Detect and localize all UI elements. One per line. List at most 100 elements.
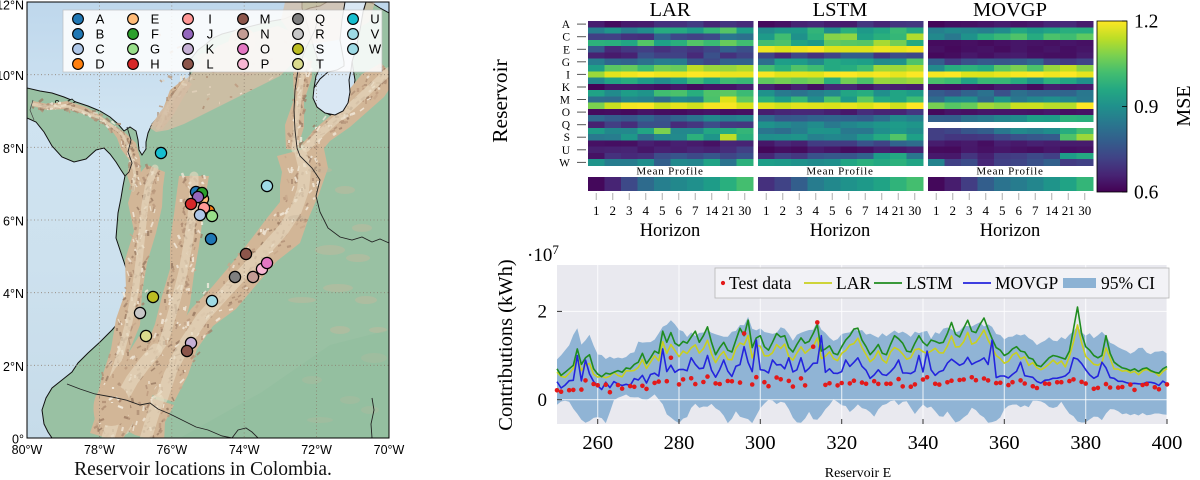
svg-text:S: S	[316, 42, 325, 57]
svg-text:MOVGP: MOVGP	[973, 0, 1047, 21]
svg-text:74°W: 74°W	[229, 443, 260, 457]
svg-text:6: 6	[1016, 203, 1023, 218]
svg-text:3: 3	[796, 203, 803, 218]
svg-text:F: F	[151, 27, 159, 42]
svg-text:Mean Profile: Mean Profile	[976, 165, 1043, 177]
svg-text:380: 380	[1070, 432, 1101, 454]
svg-text:LAR: LAR	[650, 0, 691, 21]
svg-text:0.9: 0.9	[1134, 97, 1158, 118]
svg-text:1: 1	[933, 203, 940, 218]
svg-text:3: 3	[626, 203, 633, 218]
svg-text:G: G	[562, 57, 570, 69]
svg-text:0.6: 0.6	[1134, 183, 1159, 204]
svg-text:Reservoir locations in Colombi: Reservoir locations in Colombia.	[74, 459, 332, 480]
svg-text:Reservoir E: Reservoir E	[825, 466, 891, 480]
svg-text:340: 340	[908, 432, 939, 454]
svg-text:M: M	[260, 12, 271, 27]
svg-text:1: 1	[763, 203, 770, 218]
svg-text:P: P	[261, 57, 270, 72]
svg-text:2: 2	[538, 302, 548, 323]
svg-text:T: T	[316, 57, 324, 72]
svg-text:V: V	[371, 27, 380, 42]
svg-text:U: U	[370, 12, 379, 27]
svg-text:W: W	[369, 42, 382, 57]
svg-text:21: 21	[722, 203, 735, 218]
svg-text:0: 0	[538, 390, 548, 411]
svg-text:LAR: LAR	[836, 273, 871, 293]
svg-text:Reservoir: Reservoir	[488, 59, 512, 143]
svg-text:Horizon: Horizon	[810, 221, 871, 241]
svg-text:U: U	[562, 145, 571, 157]
svg-text:6: 6	[846, 203, 853, 218]
svg-text:I: I	[566, 69, 570, 81]
svg-text:Horizon: Horizon	[980, 221, 1041, 241]
svg-text:4: 4	[643, 203, 650, 218]
svg-text:4: 4	[813, 203, 820, 218]
svg-text:0°: 0°	[12, 433, 24, 447]
svg-text:7: 7	[1032, 203, 1039, 218]
svg-text:Test data: Test data	[729, 273, 792, 293]
svg-text:C: C	[562, 32, 570, 44]
svg-text:K: K	[562, 82, 571, 94]
svg-text:Horizon: Horizon	[640, 221, 701, 241]
svg-text:Mean Profile: Mean Profile	[806, 165, 873, 177]
svg-text:H: H	[150, 57, 159, 72]
svg-text:30: 30	[738, 203, 751, 218]
svg-text:M: M	[560, 95, 570, 107]
svg-text:70°W: 70°W	[374, 443, 405, 457]
svg-text:2: 2	[780, 203, 787, 218]
svg-text:76°W: 76°W	[156, 443, 187, 457]
svg-text:400: 400	[1152, 432, 1183, 454]
svg-text:O: O	[260, 42, 270, 57]
svg-text:S: S	[564, 132, 570, 144]
svg-text:B: B	[96, 27, 105, 42]
svg-text:320: 320	[826, 432, 857, 454]
svg-text:300: 300	[745, 432, 776, 454]
svg-text:MOVGP: MOVGP	[995, 273, 1058, 293]
svg-text:30: 30	[1078, 203, 1091, 218]
svg-text:30: 30	[908, 203, 921, 218]
svg-text:MSE: MSE	[1173, 85, 1195, 126]
svg-text:21: 21	[1062, 203, 1075, 218]
svg-text:O: O	[562, 107, 570, 119]
svg-text:R: R	[315, 27, 324, 42]
svg-text:14: 14	[1045, 203, 1059, 218]
svg-text:6: 6	[676, 203, 683, 218]
svg-text:6°N: 6°N	[3, 215, 24, 229]
svg-text:LSTM: LSTM	[906, 273, 953, 293]
svg-text:3: 3	[966, 203, 973, 218]
svg-text:7: 7	[692, 203, 699, 218]
svg-text:2: 2	[950, 203, 957, 218]
svg-text:W: W	[559, 157, 570, 169]
svg-text:Contributions (kWh): Contributions (kWh)	[495, 259, 517, 430]
svg-text:C: C	[95, 42, 104, 57]
svg-text:K: K	[206, 42, 215, 57]
svg-text:4: 4	[983, 203, 990, 218]
svg-text:Mean Profile: Mean Profile	[636, 165, 703, 177]
svg-text:L: L	[206, 57, 213, 72]
svg-text:J: J	[207, 27, 214, 42]
svg-text:72°W: 72°W	[301, 443, 332, 457]
svg-text:80°W: 80°W	[12, 443, 43, 457]
svg-text:7: 7	[862, 203, 869, 218]
svg-text:D: D	[95, 57, 104, 72]
svg-text:A: A	[562, 19, 571, 31]
svg-text:8°N: 8°N	[3, 142, 24, 156]
svg-text:G: G	[150, 42, 160, 57]
svg-text:95% CI: 95% CI	[1101, 273, 1155, 293]
svg-text:4°N: 4°N	[3, 287, 24, 301]
svg-text:280: 280	[664, 432, 695, 454]
svg-text:Q: Q	[562, 120, 571, 132]
svg-text:5: 5	[659, 203, 666, 218]
svg-text:14: 14	[705, 203, 719, 218]
svg-text:78°W: 78°W	[84, 443, 115, 457]
svg-text:5: 5	[829, 203, 836, 218]
svg-text:E: E	[563, 44, 570, 56]
svg-text:2°N: 2°N	[3, 360, 24, 374]
svg-text:A: A	[96, 12, 105, 27]
svg-text:1.2: 1.2	[1134, 12, 1158, 33]
svg-text:·107: ·107	[527, 242, 559, 266]
svg-text:5: 5	[999, 203, 1006, 218]
svg-text:260: 260	[582, 432, 613, 454]
svg-text:I: I	[208, 12, 212, 27]
